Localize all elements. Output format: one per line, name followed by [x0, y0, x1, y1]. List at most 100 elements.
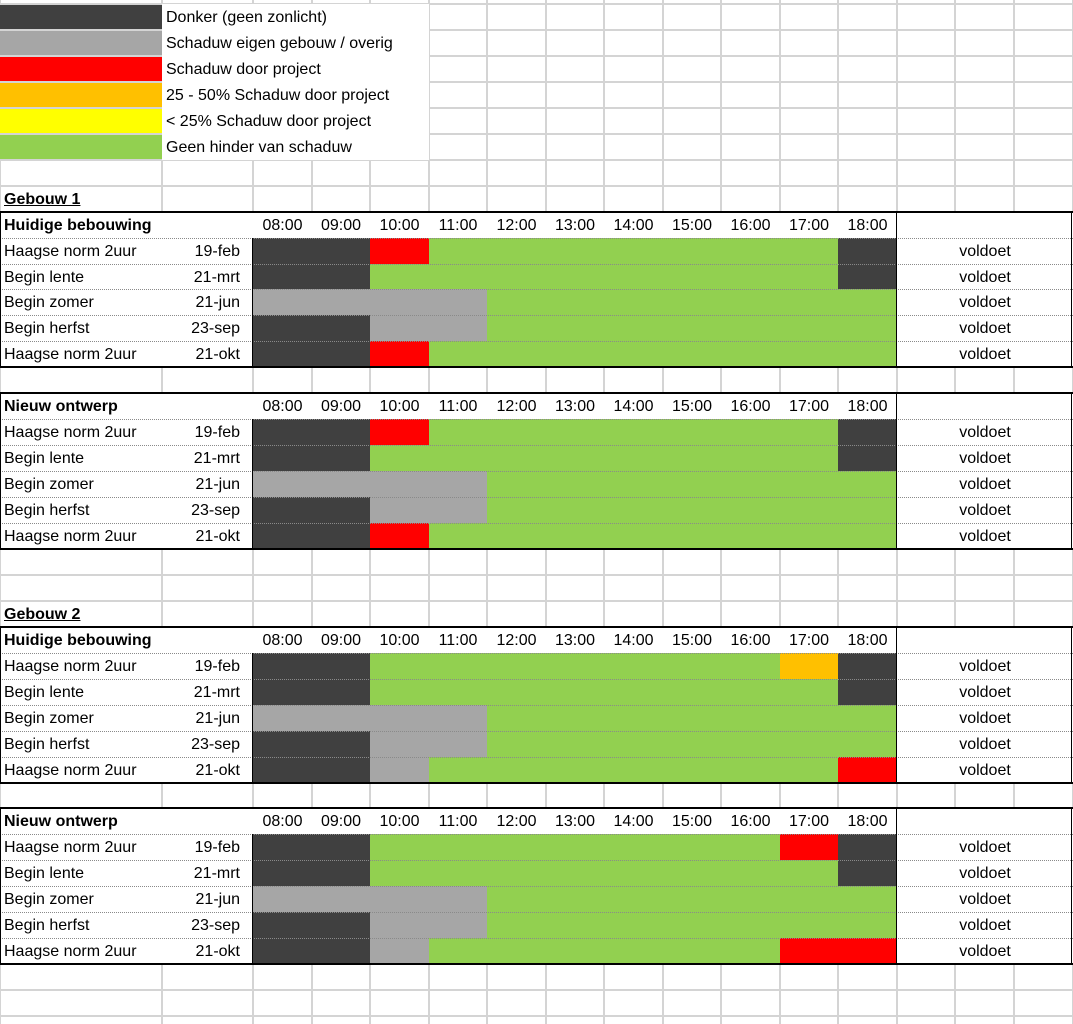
hour-cell-1700-green [780, 679, 838, 705]
hour-header: 09:00 [320, 632, 362, 649]
row-result: voldoet [959, 736, 1011, 753]
hour-header: 09:00 [320, 217, 362, 234]
hour-cell-0900-gray [312, 289, 370, 315]
row-label: Haagse norm 2uur [4, 658, 137, 675]
hour-cell-0900-gray [312, 886, 370, 912]
row-separator [0, 757, 1073, 758]
row-label: Begin herfst [4, 320, 90, 337]
hour-cell-1000-green [370, 860, 429, 886]
hour-cell-0800-dark [253, 938, 312, 964]
hour-cell-1500-green [663, 731, 721, 757]
hour-cell-1500-green [663, 757, 721, 783]
hour-cell-1200-green [487, 264, 546, 289]
hour-header: 15:00 [671, 398, 713, 415]
hour-cell-1300-green [546, 264, 604, 289]
hour-cell-1100-gray [429, 912, 487, 938]
hour-header: 12:00 [496, 398, 537, 415]
hour-cell-0900-dark [312, 497, 370, 523]
hour-cell-0900-dark [312, 523, 370, 549]
hour-cell-1800-dark [838, 419, 897, 445]
row-label: Haagse norm 2uur [4, 943, 137, 960]
hour-cell-0800-dark [253, 315, 312, 341]
hour-cell-1500-green [663, 523, 721, 549]
hour-cell-0800-gray [253, 289, 312, 315]
hour-cell-0800-dark [253, 445, 312, 471]
hour-cell-0800-gray [253, 471, 312, 497]
hour-cell-1300-green [546, 834, 604, 860]
row-separator [0, 705, 1073, 706]
hour-cell-1400-green [604, 912, 663, 938]
hour-cell-1100-green [429, 679, 487, 705]
row-date: 21-jun [195, 891, 240, 908]
hour-cell-1400-green [604, 860, 663, 886]
hour-cell-1400-green [604, 289, 663, 315]
hour-cell-1500-green [663, 886, 721, 912]
legend-label: Geen hinder van schaduw [162, 134, 429, 160]
hour-cell-1600-green [721, 497, 780, 523]
hour-cell-1000-green [370, 653, 429, 679]
hour-cell-1200-green [487, 860, 546, 886]
hour-header: 10:00 [379, 813, 420, 830]
row-result: voldoet [959, 839, 1011, 856]
row-result: voldoet [959, 762, 1011, 779]
table-border-horizontal [0, 963, 1073, 965]
hour-cell-1600-green [721, 860, 780, 886]
hour-cell-1300-green [546, 757, 604, 783]
hour-cell-1200-green [487, 315, 546, 341]
row-date: 23-sep [191, 502, 240, 519]
hour-header: 14:00 [613, 632, 654, 649]
hour-cell-1600-green [721, 938, 780, 964]
hour-cell-1400-green [604, 315, 663, 341]
hour-cell-1800-green [838, 886, 897, 912]
hour-cell-1600-green [721, 523, 780, 549]
row-date: 21-jun [195, 294, 240, 311]
hour-cell-1500-green [663, 938, 721, 964]
hour-cell-1700-orange [780, 653, 838, 679]
hour-header: 08:00 [262, 813, 303, 830]
hour-cell-1500-green [663, 315, 721, 341]
legend-swatch-gray [0, 31, 162, 55]
hour-cell-1200-green [487, 757, 546, 783]
gridline-horizontal [0, 29, 1073, 31]
row-result: voldoet [959, 320, 1011, 337]
hour-cell-1600-green [721, 679, 780, 705]
hour-header: 12:00 [496, 217, 537, 234]
gridline-horizontal [0, 107, 1073, 109]
row-label: Begin herfst [4, 736, 90, 753]
hour-cell-1600-green [721, 238, 780, 264]
hour-cell-1000-red [370, 419, 429, 445]
hour-cell-0900-dark [312, 860, 370, 886]
hour-cell-1200-green [487, 238, 546, 264]
hour-cell-1200-green [487, 912, 546, 938]
row-separator [0, 238, 1073, 239]
table-border-vertical [0, 212, 1, 367]
hour-cell-1300-green [546, 886, 604, 912]
hour-cell-1100-gray [429, 315, 487, 341]
hour-cell-1300-green [546, 289, 604, 315]
hour-header: 13:00 [554, 632, 596, 649]
hour-cell-1500-green [663, 497, 721, 523]
hour-cell-0800-gray [253, 705, 312, 731]
hour-header: 17:00 [788, 217, 830, 234]
row-label: Begin lente [4, 865, 85, 882]
hour-cell-1200-green [487, 341, 546, 367]
hour-cell-0800-dark [253, 757, 312, 783]
hour-cell-1700-green [780, 419, 838, 445]
gridline-horizontal [0, 600, 1073, 602]
hour-cell-1800-red [838, 938, 897, 964]
hour-cell-0900-dark [312, 445, 370, 471]
hour-cell-0900-dark [312, 419, 370, 445]
row-date: 21-mrt [193, 865, 240, 882]
hour-cell-1600-green [721, 653, 780, 679]
hour-cell-0800-dark [253, 341, 312, 367]
hour-cell-1200-green [487, 497, 546, 523]
hour-cell-1000-gray [370, 912, 429, 938]
table-border-vertical [252, 653, 253, 783]
row-label: Begin lente [4, 268, 85, 286]
hour-cell-1400-green [604, 679, 663, 705]
hour-header: 08:00 [262, 217, 303, 234]
hour-cell-1200-green [487, 289, 546, 315]
row-separator [0, 860, 1073, 861]
table-border-vertical [1071, 212, 1072, 367]
gridline-horizontal [0, 133, 1073, 135]
